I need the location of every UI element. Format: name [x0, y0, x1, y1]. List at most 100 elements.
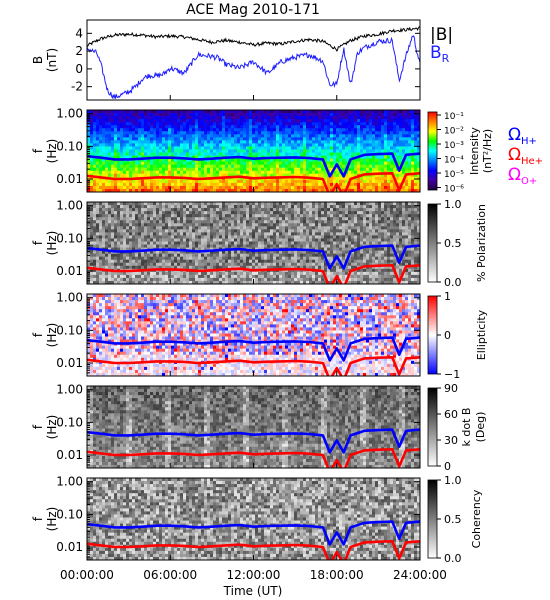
spectrogram-cell — [246, 244, 250, 248]
spectrogram-cell — [261, 122, 265, 126]
spectrogram-cell — [183, 149, 187, 153]
spectrogram-cell — [198, 182, 202, 187]
spectrogram-cell — [315, 128, 319, 132]
spectrogram-cell — [396, 173, 400, 178]
spectrogram-cell — [279, 116, 283, 120]
spectrogram-cell — [309, 188, 313, 192]
spectrogram-cell — [375, 137, 379, 141]
spectrogram-cell — [201, 188, 205, 192]
spectrogram-cell — [381, 176, 385, 181]
spectrogram-cell — [366, 188, 370, 192]
spectrogram-cell — [144, 146, 148, 150]
spectrogram-cell — [318, 131, 322, 135]
spectrogram-cell — [297, 125, 301, 129]
spectrogram-cell — [162, 238, 166, 242]
spectrogram-cell — [138, 131, 142, 135]
spectrogram-cell — [210, 265, 214, 270]
chart-title: ACE Mag 2010-171 — [186, 2, 320, 18]
spectrogram-cell — [129, 146, 133, 150]
spectrogram-cell — [141, 253, 145, 258]
spectrogram-cell — [135, 143, 139, 147]
spectrogram-cell — [363, 185, 367, 190]
spectrogram-cell — [105, 271, 109, 276]
spectrogram-cell — [156, 229, 160, 233]
spectrogram-cell — [288, 185, 292, 190]
spectrogram-cell — [246, 116, 250, 120]
spectrogram-cell — [279, 140, 283, 144]
spectrogram-cell — [222, 179, 226, 184]
spectrogram-cell — [105, 182, 109, 187]
spectrogram-cell — [147, 241, 151, 245]
spectrogram-cell — [255, 223, 259, 227]
spectrogram-cell — [195, 173, 199, 178]
spectrogram-cell — [291, 223, 295, 227]
spectrogram-cell — [333, 140, 337, 144]
spectrogram-cell — [267, 119, 271, 123]
spectrogram-cell — [162, 110, 166, 114]
spectrogram-cell — [126, 185, 130, 190]
spectrogram-cell — [267, 241, 271, 245]
spectrogram-cell — [123, 256, 127, 261]
spectrogram-cell — [162, 140, 166, 144]
spectrogram-cell — [246, 158, 250, 163]
spectrogram-cell — [222, 238, 226, 242]
spectrogram-cell — [171, 140, 175, 144]
spectrogram-cell — [312, 185, 316, 190]
spectrogram-cell — [342, 125, 346, 129]
spectrogram-cell — [369, 110, 373, 114]
spectrogram-cell — [105, 202, 109, 206]
bfield-lines — [87, 26, 420, 100]
spectrogram-cell — [144, 170, 148, 175]
spectrogram-cell — [216, 173, 220, 178]
spectrogram-cell — [285, 143, 289, 147]
spectrogram-cell — [414, 116, 418, 120]
spectrogram-cell — [216, 226, 220, 230]
spectrogram-cell — [234, 122, 238, 126]
spectrogram-cell — [144, 182, 148, 187]
spectrogram-cell — [282, 158, 286, 163]
spectrogram-cell — [159, 179, 163, 184]
spectrogram-cell — [411, 131, 415, 135]
spectrogram-cell — [132, 232, 136, 236]
spectrogram-cell — [210, 238, 214, 242]
spectrogram-cell — [99, 271, 103, 276]
spectrogram-cell — [183, 122, 187, 126]
spectrogram-cell — [183, 164, 187, 169]
spectrogram-cell — [96, 170, 100, 175]
spectrogram-cell — [258, 211, 262, 215]
spectrogram-cell — [318, 146, 322, 150]
spectrogram-cell — [390, 143, 394, 147]
spectrogram-cell — [201, 232, 205, 236]
spectrogram-cell — [255, 152, 259, 156]
spectrogram-cell — [327, 131, 331, 135]
spectrogram-cell — [246, 143, 250, 147]
spectrogram-cell — [129, 274, 133, 279]
spectrogram-cell — [93, 185, 97, 190]
spectrogram-cell — [255, 125, 259, 129]
spectrogram-cell — [288, 211, 292, 215]
spectrogram-cell — [396, 170, 400, 175]
spectrogram-cell — [180, 146, 184, 150]
spectrogram-cell — [207, 110, 211, 114]
spectrogram-cell — [177, 229, 181, 233]
spectrogram-cell — [186, 223, 190, 227]
spectrogram-cell — [351, 164, 355, 169]
spectrogram-cell — [261, 202, 265, 206]
spectrogram-cell — [144, 262, 148, 267]
spectrogram-cell — [180, 134, 184, 138]
spectrogram-cell — [261, 146, 265, 150]
spectrogram-cell — [177, 274, 181, 279]
spectrogram-cell — [99, 274, 103, 279]
spectrogram-cell — [324, 125, 328, 129]
spectrogram-cell — [207, 131, 211, 135]
spectrogram-cell — [225, 259, 229, 264]
spectrogram-cell — [93, 131, 97, 135]
spectrogram-cell — [312, 152, 316, 156]
spectrogram-cell — [186, 280, 190, 284]
spectrogram-cell — [264, 208, 268, 212]
spectrogram-cell — [285, 167, 289, 172]
spectrogram-cell — [333, 179, 337, 184]
spectrogram-cell — [204, 280, 208, 284]
spectrogram-cell — [414, 173, 418, 178]
spectrogram-cell — [192, 232, 196, 236]
